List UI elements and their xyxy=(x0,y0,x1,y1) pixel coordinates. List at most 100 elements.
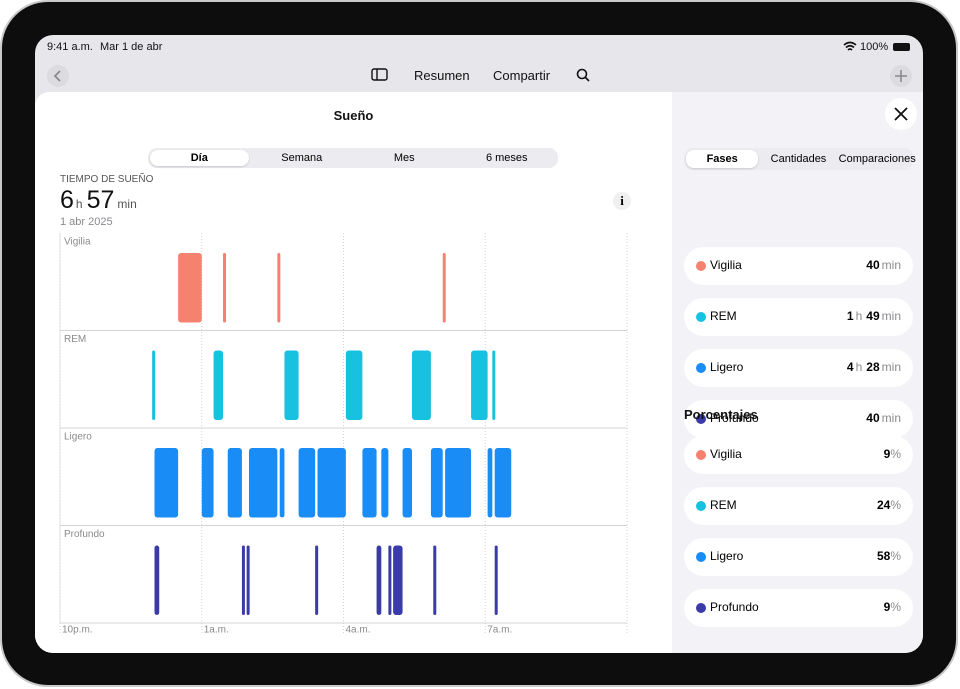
range-tabs: Día Semana Mes 6 meses xyxy=(148,148,558,168)
stage-segment xyxy=(284,350,299,420)
tab[interactable]: Mes xyxy=(393,152,415,164)
tab[interactable]: Semana xyxy=(281,152,323,164)
stage-segment xyxy=(154,448,179,518)
percent-number: 9 xyxy=(883,600,891,614)
percent-name: Ligero xyxy=(710,549,744,563)
duration-unit: h xyxy=(855,360,863,374)
percent-value: 58% xyxy=(877,549,901,563)
search-button[interactable] xyxy=(576,68,590,82)
back-button[interactable] xyxy=(47,65,69,87)
tab[interactable]: Fases xyxy=(686,150,759,168)
phase-duration: 1 h 49 min xyxy=(847,309,901,323)
stage-segment xyxy=(388,545,392,615)
tab[interactable]: 6 meses xyxy=(485,152,528,164)
info-button[interactable]: i xyxy=(613,192,631,210)
stage-segment xyxy=(492,350,496,420)
percent-card: Ligero 58% xyxy=(684,538,913,576)
percent-unit: % xyxy=(890,600,901,614)
minutes-unit: min xyxy=(117,197,137,211)
phase-dot xyxy=(696,414,706,424)
stage-segment xyxy=(315,545,319,615)
phase-dot xyxy=(696,261,706,271)
phase-dot xyxy=(696,312,706,322)
row-label: REM xyxy=(64,334,86,345)
percent-number: 24 xyxy=(876,498,891,512)
phase-card: REM 1 h 49 min xyxy=(684,298,913,336)
side-panel: Fases Cantidades Comparaciones Vigilia 40 mi… xyxy=(672,92,923,653)
x-tick-label: 1a.m. xyxy=(204,625,229,636)
percent-dot xyxy=(696,450,706,460)
stage-segment xyxy=(223,253,227,323)
percent-dot xyxy=(696,603,706,613)
phase-name: Ligero xyxy=(710,360,744,374)
phase-name: Vigilia xyxy=(710,258,742,272)
duration-value: 49 xyxy=(866,309,880,323)
stage-segment xyxy=(494,448,512,518)
tab[interactable]: Día xyxy=(150,150,249,166)
add-button[interactable] xyxy=(890,65,912,87)
sidebar-button[interactable] xyxy=(371,68,389,82)
close-button[interactable] xyxy=(884,97,918,131)
stage-segment xyxy=(362,448,377,518)
duration-value: 28 xyxy=(866,360,880,374)
summary-label: TIEMPO DE SUEÑO xyxy=(60,174,154,185)
stage-segment xyxy=(430,448,443,518)
tab[interactable]: Comparaciones xyxy=(838,153,916,165)
stage-segment xyxy=(249,448,278,518)
duration-value: 1 xyxy=(846,309,854,323)
percent-name: REM xyxy=(710,498,737,512)
stage-segment xyxy=(487,448,493,518)
percent-number: 58 xyxy=(876,549,891,563)
phase-duration: 40 min xyxy=(866,411,901,425)
phase-card: Profundo 40 min xyxy=(684,400,913,438)
tab[interactable]: Cantidades xyxy=(770,153,827,165)
phase-card: Vigilia 40 min xyxy=(684,247,913,285)
phase-name: REM xyxy=(710,309,737,323)
hours-unit: h xyxy=(75,197,83,211)
percent-unit: % xyxy=(890,447,901,461)
stage-segment xyxy=(381,448,389,518)
percent-title: Porcentajes xyxy=(684,407,758,422)
side-tabs: Fases Cantidades Comparaciones xyxy=(684,148,916,170)
sleep-total: 6 h 57 min xyxy=(60,186,137,215)
stage-segment xyxy=(345,350,363,420)
percent-value: 9% xyxy=(884,447,901,461)
duration-unit: min xyxy=(881,360,901,374)
phase-duration: 40 min xyxy=(866,258,901,272)
stage-segment xyxy=(241,545,245,615)
duration-unit: min xyxy=(881,309,901,323)
duration-unit: min xyxy=(881,411,901,425)
percent-number: 9 xyxy=(883,447,891,461)
percent-dot xyxy=(696,501,706,511)
share-button[interactable]: Compartir xyxy=(493,68,551,83)
percent-name: Profundo xyxy=(710,600,759,614)
percent-value: 24% xyxy=(877,498,901,512)
duration-unit: h xyxy=(855,309,863,323)
summary-date: 1 abr 2025 xyxy=(60,216,113,228)
summary-button[interactable]: Resumen xyxy=(414,68,470,83)
x-tick-label: 4a.m. xyxy=(346,625,371,636)
stage-segment xyxy=(152,350,156,420)
duration-unit: min xyxy=(881,258,901,272)
row-label: Ligero xyxy=(64,432,92,443)
stage-segment xyxy=(277,253,281,323)
percent-name: Vigilia xyxy=(710,447,742,461)
stage-segment xyxy=(227,448,242,518)
sheet-title: Sueño xyxy=(333,108,374,123)
x-tick-label: 7a.m. xyxy=(487,625,512,636)
percent-value: 9% xyxy=(884,600,901,614)
phase-card: Ligero 4 h 28 min xyxy=(684,349,913,387)
phase-name: Profundo xyxy=(710,411,759,425)
duration-value: 4 xyxy=(846,360,854,374)
duration-value: 40 xyxy=(866,258,880,272)
hours: 6 xyxy=(60,186,74,214)
stage-segment xyxy=(213,350,224,420)
percent-card: Profundo 9% xyxy=(684,589,913,627)
duration-value: 40 xyxy=(866,411,880,425)
stage-segment xyxy=(246,545,250,615)
phase-dot xyxy=(696,363,706,373)
stage-segment xyxy=(178,253,202,323)
percent-card: Vigilia 9% xyxy=(684,436,913,474)
stage-segment xyxy=(298,448,316,518)
